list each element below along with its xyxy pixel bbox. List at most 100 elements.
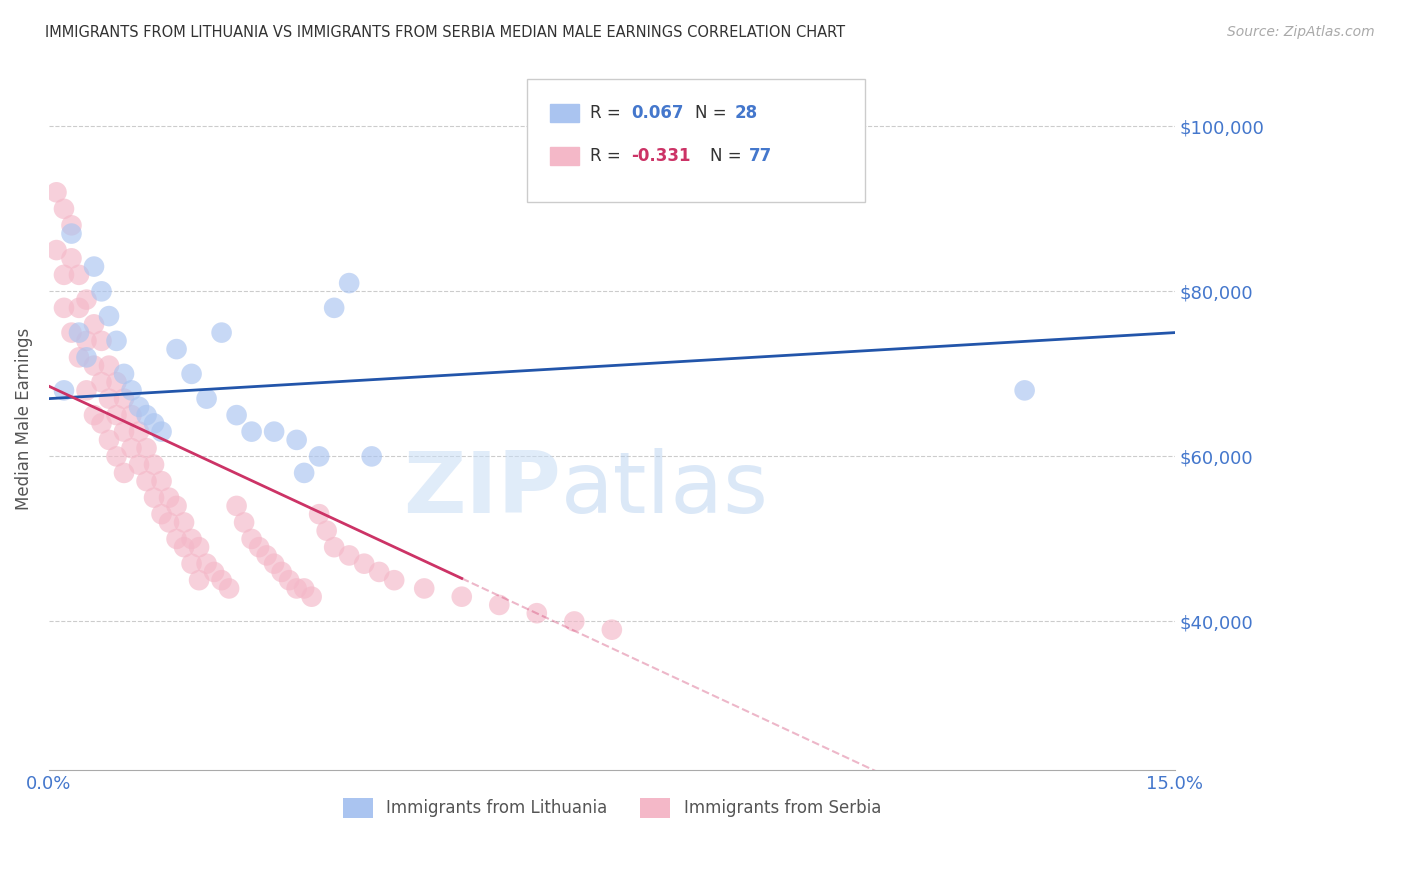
Point xyxy=(83,408,105,422)
Point xyxy=(67,301,90,315)
Point xyxy=(105,334,128,348)
Point xyxy=(112,466,135,480)
Point xyxy=(128,425,150,439)
Point xyxy=(218,582,240,596)
Point xyxy=(180,532,202,546)
Point xyxy=(188,573,211,587)
Point xyxy=(98,359,121,373)
Point xyxy=(157,516,180,530)
Point xyxy=(173,516,195,530)
Point xyxy=(450,590,472,604)
Text: -0.331: -0.331 xyxy=(631,147,690,165)
Point xyxy=(76,293,98,307)
Point xyxy=(600,623,623,637)
Point xyxy=(240,532,263,546)
Point xyxy=(67,351,90,365)
Point xyxy=(382,573,405,587)
Point xyxy=(256,549,278,563)
Text: R =: R = xyxy=(591,147,627,165)
Point xyxy=(112,425,135,439)
Point xyxy=(105,375,128,389)
Point xyxy=(98,433,121,447)
Point xyxy=(105,408,128,422)
Point xyxy=(292,466,315,480)
Point xyxy=(90,417,112,431)
Point xyxy=(98,392,121,406)
Legend: Immigrants from Lithuania, Immigrants from Serbia: Immigrants from Lithuania, Immigrants fr… xyxy=(336,791,887,825)
Point xyxy=(263,425,285,439)
Point xyxy=(135,474,157,488)
Point xyxy=(150,425,173,439)
Point xyxy=(166,532,188,546)
Point xyxy=(150,474,173,488)
Point xyxy=(360,450,382,464)
Point xyxy=(301,590,323,604)
Point xyxy=(60,219,83,233)
Point xyxy=(53,268,76,282)
Point xyxy=(105,450,128,464)
Point xyxy=(112,392,135,406)
Point xyxy=(263,557,285,571)
Point xyxy=(353,557,375,571)
Point xyxy=(53,202,76,216)
Point xyxy=(83,318,105,332)
Point xyxy=(150,507,173,521)
Point xyxy=(285,582,308,596)
Point xyxy=(285,433,308,447)
Point xyxy=(60,326,83,340)
Point xyxy=(67,326,90,340)
Text: 77: 77 xyxy=(749,147,772,165)
Point xyxy=(90,285,112,299)
Point xyxy=(225,408,247,422)
Y-axis label: Median Male Earnings: Median Male Earnings xyxy=(15,328,32,510)
Point xyxy=(195,557,218,571)
Point xyxy=(292,582,315,596)
Point xyxy=(128,400,150,414)
Point xyxy=(76,351,98,365)
FancyBboxPatch shape xyxy=(527,79,865,202)
Point xyxy=(173,540,195,554)
Point xyxy=(128,458,150,472)
Point xyxy=(1014,384,1036,398)
Point xyxy=(188,540,211,554)
Point xyxy=(67,268,90,282)
Point xyxy=(180,557,202,571)
Point xyxy=(308,450,330,464)
Point xyxy=(45,243,67,257)
Point xyxy=(337,276,360,290)
Text: IMMIGRANTS FROM LITHUANIA VS IMMIGRANTS FROM SERBIA MEDIAN MALE EARNINGS CORRELA: IMMIGRANTS FROM LITHUANIA VS IMMIGRANTS … xyxy=(45,25,845,40)
Point xyxy=(270,565,292,579)
Text: atlas: atlas xyxy=(561,448,769,531)
Text: ZIP: ZIP xyxy=(404,448,561,531)
Point xyxy=(166,499,188,513)
Text: 0.067: 0.067 xyxy=(631,103,683,121)
Point xyxy=(143,491,166,505)
Point xyxy=(562,615,585,629)
Point xyxy=(121,441,143,455)
Point xyxy=(166,342,188,356)
Point xyxy=(83,359,105,373)
Point xyxy=(211,326,233,340)
Text: 28: 28 xyxy=(734,103,758,121)
Text: N =: N = xyxy=(710,147,747,165)
Point xyxy=(413,582,436,596)
Point xyxy=(526,606,548,620)
Point xyxy=(76,384,98,398)
Point xyxy=(308,507,330,521)
Point xyxy=(368,565,391,579)
Point xyxy=(323,301,346,315)
Point xyxy=(202,565,225,579)
Point xyxy=(337,549,360,563)
Point xyxy=(60,227,83,241)
Point xyxy=(225,499,247,513)
Point xyxy=(180,367,202,381)
Point xyxy=(53,301,76,315)
Point xyxy=(157,491,180,505)
Point xyxy=(278,573,301,587)
Point xyxy=(315,524,337,538)
Point xyxy=(143,417,166,431)
Point xyxy=(195,392,218,406)
Point xyxy=(143,458,166,472)
Point xyxy=(98,309,121,323)
Point xyxy=(247,540,270,554)
